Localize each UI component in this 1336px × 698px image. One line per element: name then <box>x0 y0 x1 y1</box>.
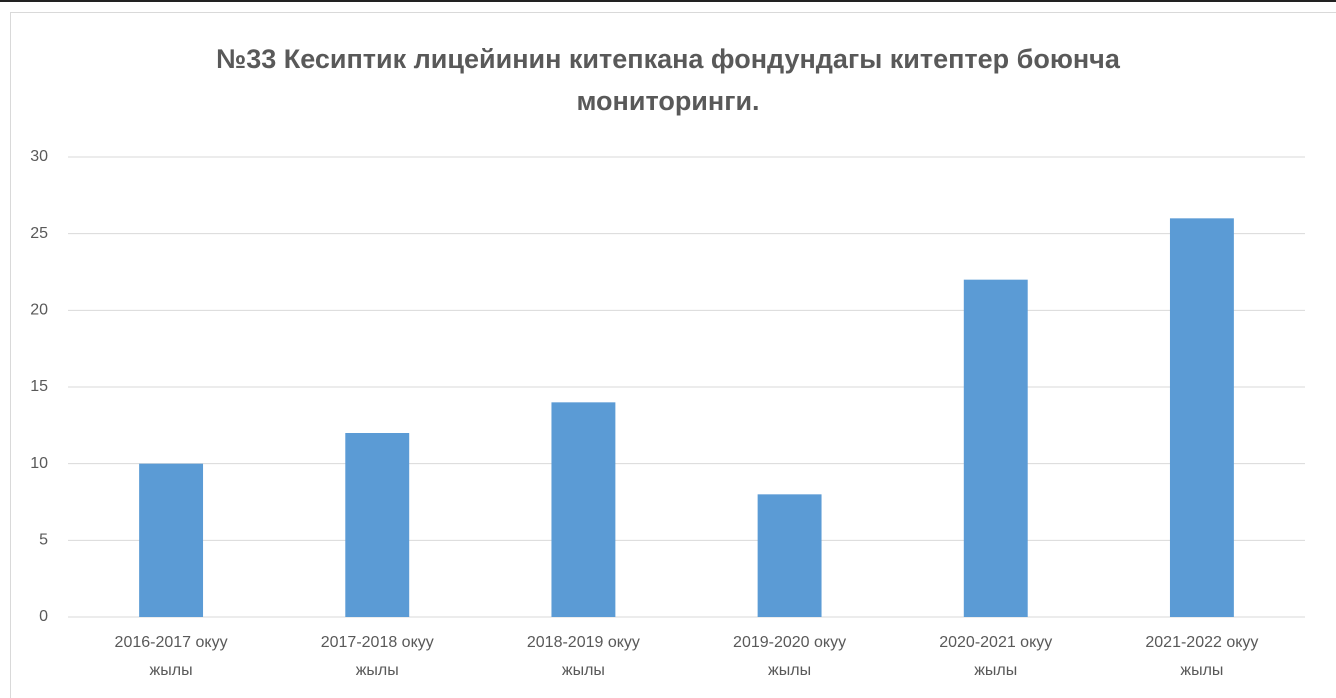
y-tick-label: 25 <box>30 225 48 242</box>
y-tick-label: 0 <box>39 608 48 625</box>
bar <box>139 463 204 617</box>
y-tick-label: 30 <box>30 148 48 165</box>
bar <box>1169 218 1234 618</box>
x-tick-label: 2016-2017 окуу жылы <box>114 634 228 679</box>
bar <box>963 279 1028 617</box>
chart-title: №33 Кесиптик лицейинин китепкана фондунд… <box>216 44 1120 116</box>
x-tick-label: 2020-2021 окуу жылы <box>939 634 1053 679</box>
x-tick-label: 2017-2018 окуу жылы <box>320 634 434 679</box>
y-tick-label: 5 <box>39 532 48 549</box>
bar <box>551 402 616 617</box>
x-tick-label: 2018-2019 окуу жылы <box>526 634 640 679</box>
top-border <box>0 0 1336 2</box>
bar <box>757 494 822 617</box>
bar <box>345 433 410 617</box>
x-tick-label: 2019-2020 окуу жылы <box>733 634 847 679</box>
y-tick-label: 15 <box>30 378 48 395</box>
x-tick-label: 2021-2022 окуу жылы <box>1145 634 1259 679</box>
y-tick-label: 10 <box>30 455 48 472</box>
y-tick-label: 20 <box>30 302 48 319</box>
chart-frame <box>10 12 1336 698</box>
